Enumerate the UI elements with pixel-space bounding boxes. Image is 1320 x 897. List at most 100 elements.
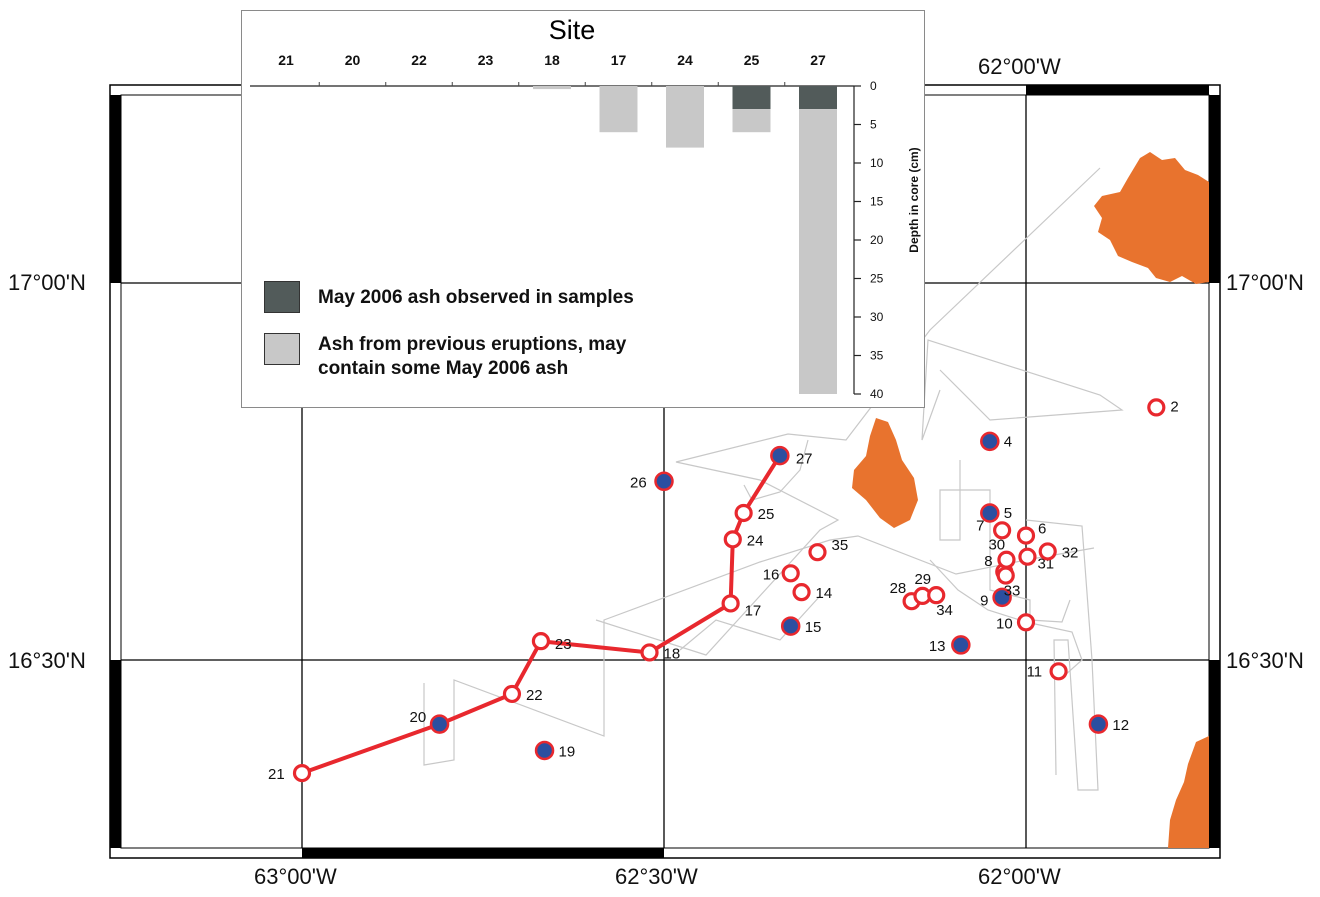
bar-previous-ash-site-25 bbox=[732, 109, 771, 133]
site-label-18: 18 bbox=[544, 52, 560, 68]
bar-may-2006-ash-site-27 bbox=[799, 86, 837, 110]
y-tick-label: 30 bbox=[870, 310, 884, 324]
site-label-25: 25 bbox=[744, 52, 760, 68]
land-guadeloupe bbox=[1168, 736, 1209, 848]
stations: 2456789101112131415161718192021222324252… bbox=[268, 398, 1179, 783]
station-label: 4 bbox=[1004, 433, 1012, 450]
station-19: 19 bbox=[534, 740, 576, 761]
station-label: 7 bbox=[976, 517, 984, 534]
y-axis-label: Depth in core (cm) bbox=[907, 147, 921, 252]
station-label: 27 bbox=[796, 451, 813, 468]
station-18: 18 bbox=[640, 643, 681, 662]
station-9: 9 bbox=[980, 587, 1012, 609]
station-label: 14 bbox=[816, 585, 833, 602]
station-21: 21 bbox=[268, 763, 312, 783]
lat-label-right-16-30: 16°30'N bbox=[1226, 648, 1304, 673]
bar-previous-ash-site-24 bbox=[666, 86, 704, 148]
station-label: 33 bbox=[1004, 583, 1021, 600]
ash-depth-inset: Site 21 20 22 23 18 17 24 25 27 0 5 10 15 20 25 30 35 40 D… bbox=[241, 10, 925, 408]
y-tick-label: 35 bbox=[870, 349, 884, 363]
station-label: 12 bbox=[1112, 717, 1129, 734]
legend-swatch-light bbox=[264, 333, 300, 365]
site-label-20: 20 bbox=[345, 52, 361, 68]
open-station-marker bbox=[640, 643, 659, 662]
site-label-21: 21 bbox=[278, 52, 294, 68]
station-label: 22 bbox=[526, 687, 543, 704]
open-station-marker bbox=[502, 684, 522, 704]
legend-label-previous: Ash from previous eruptions, may contain… bbox=[318, 333, 626, 381]
lat-label-left-17-00: 17°00'N bbox=[8, 270, 86, 295]
bar-previous-ash-site-18 bbox=[533, 86, 571, 90]
station-2: 2 bbox=[1147, 398, 1179, 417]
lat-label-right-17-00: 17°00'N bbox=[1226, 270, 1304, 295]
site-label-23: 23 bbox=[478, 52, 494, 68]
cruise-route bbox=[301, 454, 782, 775]
station-label: 5 bbox=[1004, 505, 1012, 522]
open-station-marker bbox=[292, 763, 312, 783]
core-station-marker bbox=[1088, 714, 1109, 734]
station-10: 10 bbox=[996, 613, 1036, 632]
lon-label-bottom-63-00: 63°00'W bbox=[254, 864, 337, 889]
station-11: 11 bbox=[1027, 662, 1068, 681]
station-23: 23 bbox=[531, 632, 572, 653]
station-label: 11 bbox=[1027, 663, 1043, 680]
open-station-marker bbox=[997, 550, 1016, 569]
core-station-marker bbox=[980, 503, 1000, 523]
station-17: 17 bbox=[721, 594, 761, 619]
legend-row-may-2006: May 2006 ash observed in samples bbox=[264, 281, 634, 313]
open-station-marker bbox=[531, 632, 551, 651]
station-32: 32 bbox=[1038, 542, 1079, 561]
open-station-marker bbox=[1147, 398, 1166, 417]
station-26: 26 bbox=[630, 471, 674, 492]
site-label-17: 17 bbox=[611, 52, 627, 68]
station-label: 34 bbox=[936, 602, 953, 619]
bar-previous-ash-site-27 bbox=[799, 109, 837, 394]
station-label: 26 bbox=[630, 474, 647, 491]
land-antigua bbox=[1094, 152, 1209, 284]
station-label: 6 bbox=[1038, 521, 1046, 538]
border-right-black-top bbox=[1209, 95, 1220, 283]
station-34: 34 bbox=[927, 586, 953, 619]
open-station-marker bbox=[1049, 662, 1068, 681]
y-tick-label: 25 bbox=[870, 272, 884, 286]
station-15: 15 bbox=[780, 616, 822, 636]
station-label: 24 bbox=[747, 532, 764, 549]
station-35: 35 bbox=[808, 537, 848, 562]
open-station-marker bbox=[734, 503, 753, 523]
site-label-22: 22 bbox=[411, 52, 427, 68]
legend-label-may-2006: May 2006 ash observed in samples bbox=[318, 287, 634, 308]
y-tick-label: 40 bbox=[870, 387, 884, 401]
station-4: 4 bbox=[980, 431, 1012, 452]
station-25: 25 bbox=[734, 503, 774, 523]
station-label: 10 bbox=[996, 615, 1013, 632]
open-station-marker bbox=[1016, 613, 1036, 632]
bar-may-2006-ash-site-25 bbox=[732, 86, 771, 110]
station-label: 23 bbox=[555, 636, 572, 653]
ship-track bbox=[921, 339, 1124, 441]
station-label: 9 bbox=[980, 592, 988, 609]
inset-title: Site bbox=[548, 15, 596, 45]
ship-track bbox=[679, 595, 821, 651]
station-label: 20 bbox=[410, 709, 427, 726]
station-label: 32 bbox=[1062, 544, 1079, 561]
y-tick-label: 10 bbox=[870, 156, 884, 170]
core-station-marker bbox=[654, 471, 674, 492]
core-station-marker bbox=[780, 616, 801, 636]
station-label: 16 bbox=[763, 566, 780, 583]
land-montserrat bbox=[852, 418, 918, 528]
open-station-marker bbox=[808, 543, 827, 562]
core-station-marker bbox=[534, 740, 555, 761]
site-label-24: 24 bbox=[677, 52, 693, 68]
lat-label-left-16-30: 16°30'N bbox=[8, 648, 86, 673]
core-station-marker bbox=[980, 431, 1000, 452]
station-24: 24 bbox=[723, 530, 764, 549]
station-label: 29 bbox=[914, 571, 931, 588]
station-33: 33 bbox=[996, 566, 1021, 600]
station-label: 19 bbox=[559, 743, 576, 760]
station-label: 15 bbox=[805, 619, 822, 636]
station-label: 18 bbox=[664, 645, 681, 662]
legend-swatch-dark bbox=[264, 281, 300, 313]
station-label: 35 bbox=[831, 537, 848, 554]
